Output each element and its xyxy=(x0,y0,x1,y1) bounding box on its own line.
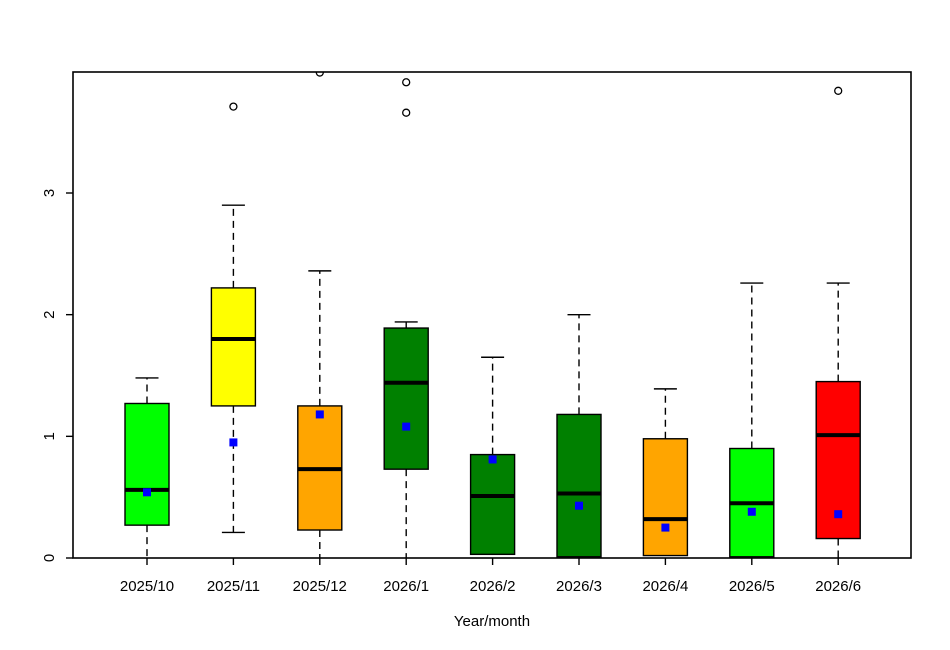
box-2026-4 xyxy=(642,438,689,557)
mean-marker xyxy=(575,501,583,510)
x-tick-label: 2025/12 xyxy=(293,578,347,595)
x-tick-label: 2026/4 xyxy=(642,578,688,595)
x-tick-label: 2026/1 xyxy=(383,578,429,595)
x-tick-label: 2026/6 xyxy=(815,578,861,595)
outlier-point xyxy=(402,108,411,117)
x-tick-label: 2025/10 xyxy=(120,578,174,595)
box-2025-11 xyxy=(210,287,257,407)
mean-marker xyxy=(488,455,497,464)
y-tick-label: 2 xyxy=(41,310,58,318)
x-tick-label: 2025/11 xyxy=(207,578,260,595)
outlier-point xyxy=(402,78,411,87)
x-tick-label: 2026/5 xyxy=(729,578,775,595)
box-2026-1 xyxy=(383,327,429,470)
mean-marker xyxy=(143,488,151,497)
mean-marker xyxy=(661,523,670,532)
mean-marker xyxy=(402,422,411,431)
y-tick-label: 3 xyxy=(41,189,58,197)
box-2026-2 xyxy=(469,453,516,556)
x-tick-label: 2026/2 xyxy=(470,578,516,595)
mean-marker xyxy=(315,410,324,419)
x-axis-title: Year/month xyxy=(453,613,531,630)
mean-marker xyxy=(834,510,843,519)
y-tick-label: 1 xyxy=(41,432,58,440)
box-2026-3 xyxy=(556,413,602,558)
y-tick-label: 0 xyxy=(41,554,58,562)
outlier-point xyxy=(834,86,843,95)
outlier-point xyxy=(229,102,238,111)
mean-marker xyxy=(747,507,756,516)
x-tick-label: 2026/3 xyxy=(556,578,602,595)
mean-marker xyxy=(229,438,238,447)
box-2025-10 xyxy=(124,402,170,526)
